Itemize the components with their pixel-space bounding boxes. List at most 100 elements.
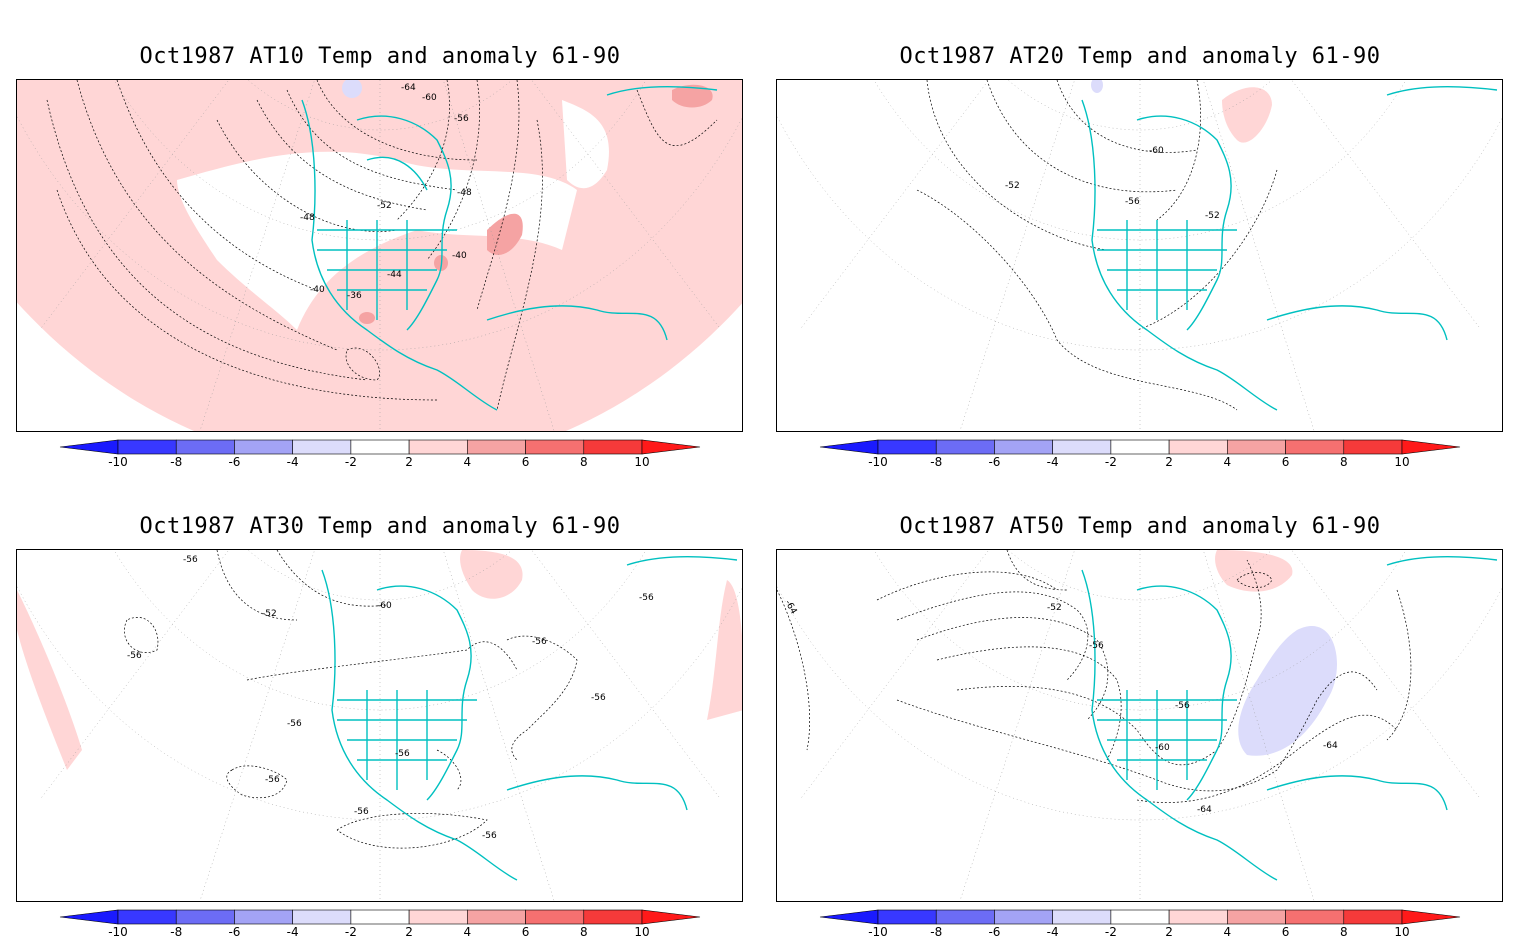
colorbar-segment — [525, 909, 585, 925]
map-frame: -64 -52 -56 -56 -60 -64 -64 — [776, 549, 1503, 902]
colorbar — [59, 909, 701, 925]
map-frame: -64 -60 -56 -52 -48 -48 -44 -40 -40 -36 — [16, 79, 743, 432]
colorbar-tick-label: 2 — [1165, 455, 1173, 469]
colorbar-segment — [234, 439, 293, 455]
colorbar-tick-label: -4 — [1046, 455, 1059, 469]
colorbar-segment — [819, 909, 879, 925]
contour-label: -64 — [401, 83, 416, 93]
colorbar-segment — [1343, 439, 1403, 455]
colorbar-segment — [408, 909, 468, 925]
contour-label: -56 — [183, 555, 198, 565]
colorbar-tick-label: -2 — [1104, 455, 1117, 469]
colorbar-tick-label: -8 — [170, 455, 183, 469]
colorbar-segment — [819, 439, 879, 455]
panel-title: Oct1987 AT30 Temp and anomaly 61-90 — [139, 514, 621, 539]
colorbar-segment — [1052, 909, 1112, 925]
colorbar-tick-label: -10 — [868, 925, 888, 939]
colorbar-segment — [583, 439, 643, 455]
colorbar-segment — [1052, 439, 1112, 455]
colorbar-tick-label: 6 — [521, 925, 530, 939]
colorbar-segment — [877, 439, 937, 455]
contour-label: -56 — [1089, 641, 1104, 651]
colorbar-tick-label: -10 — [108, 925, 128, 939]
contour-label: -40 — [310, 285, 325, 295]
colorbar-tick-label: 8 — [1339, 455, 1348, 469]
colorbar-tick-label: -4 — [286, 925, 299, 939]
colorbar-tick-label: -2 — [344, 925, 357, 939]
map-at50: -64 -52 -56 -56 -60 -64 -64 — [777, 550, 1502, 901]
contour-label: -52 — [377, 201, 392, 211]
panel-title: Oct1987 AT10 Temp and anomaly 61-90 — [139, 44, 621, 69]
colorbar-tick-label: 10 — [1394, 925, 1410, 939]
colorbar-segment — [877, 909, 937, 925]
colorbar-tick-label: 2 — [405, 925, 413, 939]
colorbar-tick-label: -8 — [930, 925, 943, 939]
contour-label: -60 — [377, 601, 392, 611]
colorbar-segment — [175, 439, 235, 455]
colorbar-tick-label: 10 — [634, 925, 650, 939]
colorbar-tick-label: 4 — [463, 455, 472, 469]
contour-label: -60 — [422, 93, 437, 103]
colorbar-segment — [994, 439, 1053, 455]
colorbar-tick-label: 4 — [1223, 925, 1232, 939]
map-at10: -64 -60 -56 -52 -48 -48 -44 -40 -40 -36 — [17, 80, 742, 431]
contour-label: -56 — [639, 593, 654, 603]
colorbar-tick-label: 2 — [405, 455, 413, 469]
colorbar-tick-label: 10 — [1394, 455, 1410, 469]
map-frame: -56 -52 -60 -56 -56 -56 -56 -56 -56 -56 … — [16, 549, 743, 902]
colorbar — [59, 439, 701, 455]
colorbar-segment — [1168, 439, 1228, 455]
colorbar-segment — [292, 909, 352, 925]
contour-label: -52 — [1205, 211, 1220, 221]
colorbar-segment — [1285, 439, 1345, 455]
map-frame: -60 -56 -52 -52 — [776, 79, 1503, 432]
colorbar-tick-label: 8 — [579, 455, 588, 469]
colorbar-tick-label: 10 — [634, 455, 650, 469]
colorbar-segment — [117, 909, 177, 925]
contour-label: -48 — [457, 188, 472, 198]
colorbar-tick-label: -6 — [228, 455, 241, 469]
map-at30: -56 -52 -60 -56 -56 -56 -56 -56 -56 -56 … — [17, 550, 742, 901]
contour-label: -56 — [482, 831, 497, 841]
contour-label: -52 — [1047, 603, 1062, 613]
contour-label: -52 — [1005, 181, 1020, 191]
colorbar-tick-label: -8 — [930, 455, 943, 469]
contour-label: -56 — [395, 749, 410, 759]
contour-label: -40 — [452, 251, 467, 261]
colorbar-segment — [117, 439, 177, 455]
colorbar-segment — [994, 909, 1053, 925]
contour-label: -36 — [347, 291, 362, 301]
contour-label: -48 — [300, 213, 315, 223]
colorbar-segment — [583, 909, 643, 925]
colorbar-segment — [935, 439, 995, 455]
colorbar-tick-label: -10 — [108, 455, 128, 469]
colorbar-segment — [525, 439, 585, 455]
colorbar-tick-label: 8 — [579, 925, 588, 939]
colorbar-segment — [1401, 909, 1461, 925]
contour-label: -64 — [782, 599, 798, 617]
colorbar-tick-label: -4 — [1046, 925, 1059, 939]
colorbar-tick-label: -4 — [286, 455, 299, 469]
colorbar-segment — [641, 439, 701, 455]
colorbar-segment — [59, 909, 119, 925]
panel-title: Oct1987 AT20 Temp and anomaly 61-90 — [899, 44, 1381, 69]
contour-label: -56 — [454, 114, 469, 124]
panel-at20: Oct1987 AT20 Temp and anomaly 61-90 — [760, 0, 1520, 470]
colorbar-segment — [641, 909, 701, 925]
panel-title: Oct1987 AT50 Temp and anomaly 61-90 — [899, 514, 1381, 539]
colorbar-tick-label: 4 — [463, 925, 472, 939]
colorbar-tick-label: -10 — [868, 455, 888, 469]
contour-label: -56 — [1175, 701, 1190, 711]
map-at20: -60 -56 -52 -52 — [777, 80, 1502, 431]
colorbar-segment — [59, 439, 119, 455]
colorbar-tick-label: -2 — [344, 455, 357, 469]
contour-label: -60 — [1149, 146, 1164, 156]
colorbar — [819, 439, 1461, 455]
colorbar-tick-label: -6 — [988, 455, 1001, 469]
contour-label: -56 — [591, 693, 606, 703]
colorbar-segment — [467, 909, 526, 925]
colorbar-segment — [350, 909, 410, 925]
colorbar-tick-label: 2 — [1165, 925, 1173, 939]
colorbar-segment — [467, 439, 526, 455]
colorbar-segment — [408, 439, 468, 455]
